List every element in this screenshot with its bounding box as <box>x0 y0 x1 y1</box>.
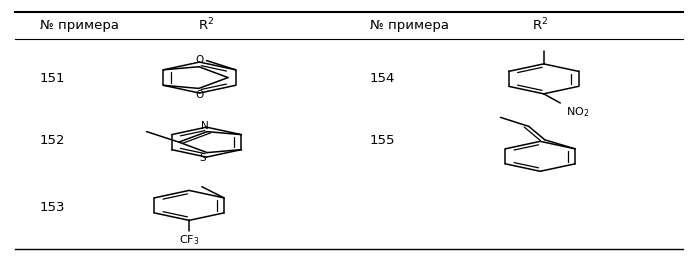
Text: R$^2$: R$^2$ <box>198 17 214 34</box>
Text: NO$_2$: NO$_2$ <box>566 105 589 119</box>
Text: S: S <box>200 153 207 163</box>
Text: R$^2$: R$^2$ <box>532 17 549 34</box>
Text: 155: 155 <box>370 134 395 147</box>
Text: № примера: № примера <box>40 19 119 32</box>
Text: 151: 151 <box>40 72 65 85</box>
Text: 153: 153 <box>40 201 65 215</box>
Text: O: O <box>195 90 204 100</box>
Text: 154: 154 <box>370 72 395 85</box>
Text: O: O <box>195 55 204 66</box>
Text: № примера: № примера <box>370 19 449 32</box>
Text: N: N <box>201 121 209 131</box>
Text: CF$_3$: CF$_3$ <box>179 233 200 247</box>
Text: 152: 152 <box>40 134 65 147</box>
